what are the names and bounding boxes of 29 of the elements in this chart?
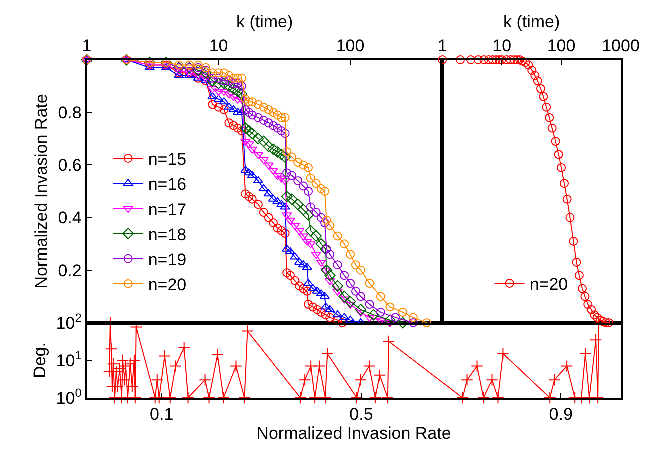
y-axis-title: Deg. <box>30 342 50 378</box>
legend-label: n=20 <box>148 276 187 295</box>
x-tick-label: 10 <box>209 36 228 56</box>
y-axis-title: Normalized Invasion Rate <box>32 94 52 289</box>
x-tick-label: 100 <box>547 36 576 56</box>
x-tick-label: 100 <box>336 36 365 56</box>
x-tick-label: 1 <box>438 36 448 56</box>
x-tick-label: 1000 <box>602 36 640 56</box>
x-axis-title: Normalized Invasion Rate <box>256 424 452 444</box>
y-tick-label: 10$^{1}$ <box>56 348 82 370</box>
legend-label: n=15 <box>148 150 187 170</box>
x-tick-label: 1 <box>82 36 92 56</box>
x-axis-title: k (time) <box>503 12 560 32</box>
y-tick-label: 10$^{0}$ <box>56 386 82 408</box>
legend-label: n=19 <box>148 250 187 270</box>
legend-label: n=18 <box>148 225 187 244</box>
y-tick-label: 0.8 <box>58 104 82 123</box>
x-tick-label: 0.1 <box>150 405 174 424</box>
legend-label: n=17 <box>148 200 187 220</box>
y-tick-label: 0.4 <box>58 208 82 228</box>
y-tick-label: 0.6 <box>58 156 82 176</box>
legend-label: n=16 <box>148 175 187 194</box>
x-tick-label: 0.9 <box>549 405 573 424</box>
x-tick-label: 0.5 <box>350 405 374 424</box>
x-tick-label: 10 <box>492 36 512 56</box>
y-tick-label: 0.2 <box>58 261 82 280</box>
y-tick-label: 10$^{2}$ <box>56 310 82 333</box>
x-axis-title: k (time) <box>236 12 294 32</box>
legend-label: n=20 <box>530 275 568 294</box>
